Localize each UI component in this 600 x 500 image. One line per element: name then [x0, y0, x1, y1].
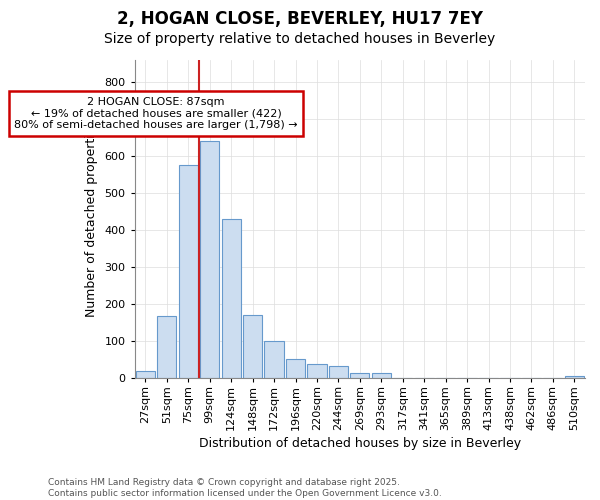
Text: 2 HOGAN CLOSE: 87sqm
← 19% of detached houses are smaller (422)
80% of semi-deta: 2 HOGAN CLOSE: 87sqm ← 19% of detached h… — [14, 97, 298, 130]
Bar — [157, 316, 176, 378]
Bar — [350, 373, 370, 378]
Text: Contains HM Land Registry data © Crown copyright and database right 2025.
Contai: Contains HM Land Registry data © Crown c… — [48, 478, 442, 498]
Bar — [221, 219, 241, 378]
Text: 2, HOGAN CLOSE, BEVERLEY, HU17 7EY: 2, HOGAN CLOSE, BEVERLEY, HU17 7EY — [117, 10, 483, 28]
Bar — [307, 364, 326, 378]
Bar — [565, 376, 584, 378]
Bar — [265, 341, 284, 378]
X-axis label: Distribution of detached houses by size in Beverley: Distribution of detached houses by size … — [199, 437, 521, 450]
Bar — [329, 366, 348, 378]
Text: Size of property relative to detached houses in Beverley: Size of property relative to detached ho… — [104, 32, 496, 46]
Bar — [179, 166, 198, 378]
Bar — [286, 359, 305, 378]
Bar — [200, 142, 220, 378]
Bar — [136, 370, 155, 378]
Bar — [371, 373, 391, 378]
Y-axis label: Number of detached properties: Number of detached properties — [85, 120, 98, 318]
Bar — [243, 315, 262, 378]
